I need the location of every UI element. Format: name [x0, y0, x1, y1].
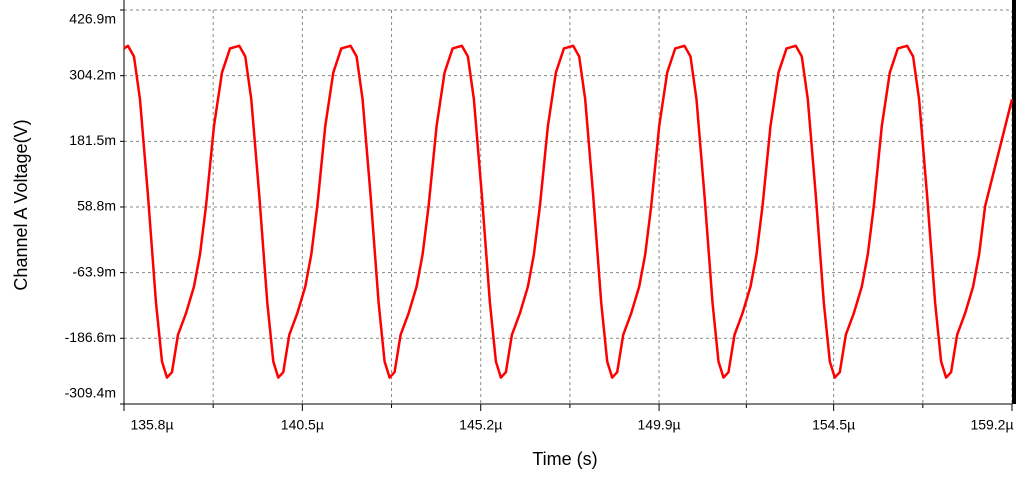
y-tick-label: 181.5m — [69, 132, 116, 148]
y-tick-label: -63.9m — [72, 263, 116, 279]
y-tick-label: -186.6m — [65, 329, 116, 345]
y-tick-label: 58.8m — [77, 198, 116, 214]
y-axis-title: Channel A Voltage(V) — [11, 119, 31, 290]
x-tick-label: 135.8µ — [130, 417, 173, 433]
y-tick-label: 426.9m — [69, 11, 116, 27]
series-line — [123, 44, 1014, 379]
y-tick-label: -309.4m — [65, 385, 116, 401]
x-tick-label: 145.2µ — [459, 417, 502, 433]
x-axis-title: Time (s) — [532, 449, 597, 469]
y-tick-label: 304.2m — [69, 66, 116, 82]
x-tick-label: 140.5µ — [281, 417, 324, 433]
x-tick-label: 159.2µ — [970, 417, 1013, 433]
x-tick-label: 149.9µ — [638, 417, 681, 433]
x-tick-label: 154.5µ — [812, 417, 855, 433]
